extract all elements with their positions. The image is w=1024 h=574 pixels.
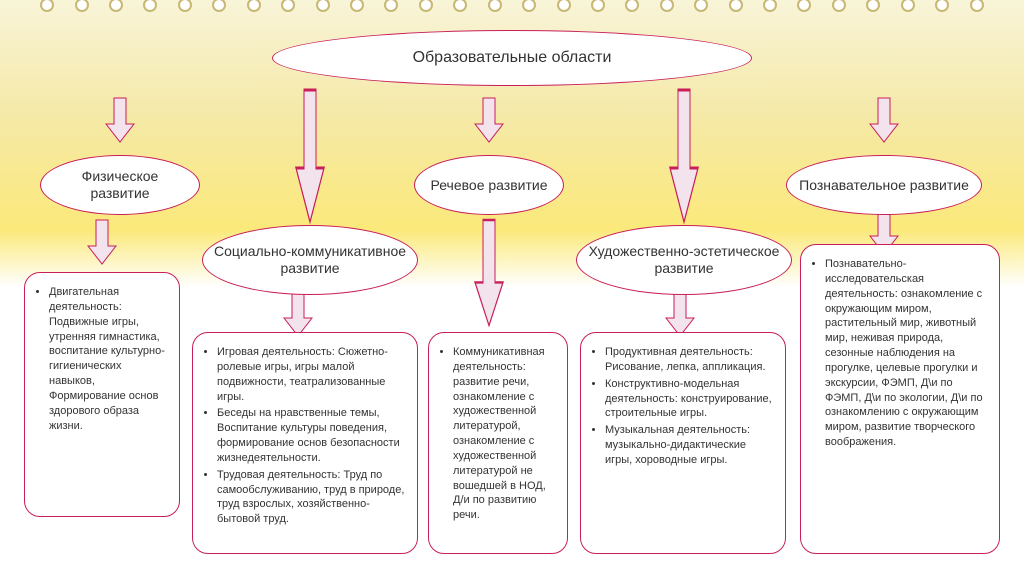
box-art-item: Продуктивная деятельность: Рисование, ле… [605,345,775,375]
area-phys: Физическое развитие [40,155,200,215]
area-pozn: Познавательное развитие [786,155,982,215]
area-rech: Речевое развитие [414,155,564,215]
area-soc-label: Социально-коммуникативное развитие [213,243,407,277]
box-soc-item: Игровая деятельность: Сюжетно-ролевые иг… [217,345,407,404]
box-soc-item: Трудовая деятельность: Труд по самообслу… [217,468,407,527]
area-art-label: Художественно-эстетическое развитие [587,243,781,277]
box-phys: Двигательная деятельность: Подвижные игр… [24,272,180,517]
box-rech: Коммуникативная деятельность: развитие р… [428,332,568,554]
box-art-item: Конструктивно-модельная деятельность: ко… [605,377,775,422]
area-phys-label: Физическое развитие [51,168,189,202]
box-rech-text: Коммуникативная деятельность: развитие р… [453,345,557,523]
spiral-binding [0,0,1024,18]
box-pozn: Познавательно-исследовательская деятельн… [800,244,1000,554]
root-ellipse: Образовательные области [272,30,752,86]
box-phys-text: Двигательная деятельность: Подвижные игр… [49,285,169,433]
area-soc: Социально-коммуникативное развитие [202,225,418,295]
box-art: Продуктивная деятельность: Рисование, ле… [580,332,786,554]
root-label: Образовательные области [413,48,612,67]
area-art: Художественно-эстетическое развитие [576,225,792,295]
box-art-item: Музыкальная деятельность: музыкально-дид… [605,423,775,468]
box-soc-item: Беседы на нравственные темы, Воспитание … [217,406,407,465]
box-pozn-text: Познавательно-исследовательская деятельн… [825,257,989,450]
area-pozn-label: Познавательное развитие [799,177,969,194]
area-rech-label: Речевое развитие [431,177,548,194]
box-soc: Игровая деятельность: Сюжетно-ролевые иг… [192,332,418,554]
